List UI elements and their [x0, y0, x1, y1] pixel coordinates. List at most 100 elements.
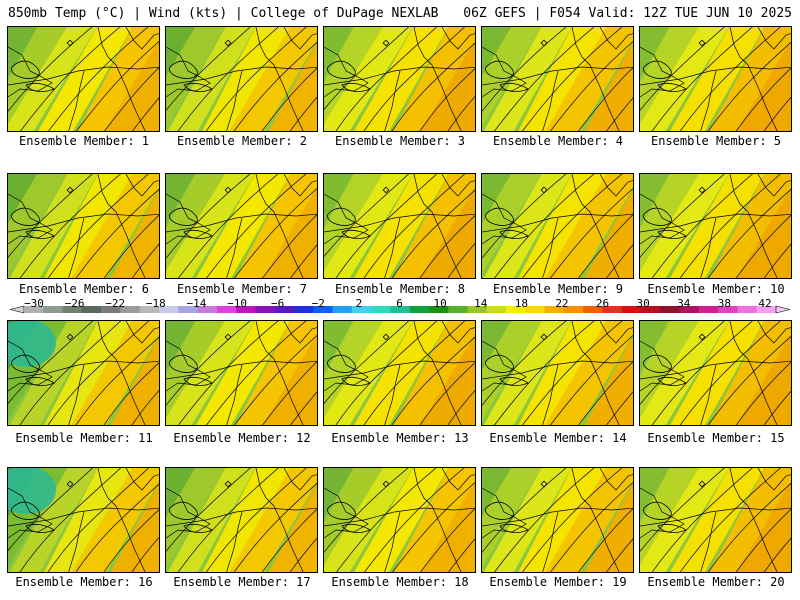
temperature-field — [324, 174, 475, 278]
contour-line — [448, 538, 475, 572]
ensemble-member-label: Ensemble Member: 9 — [492, 282, 624, 296]
contour-line — [233, 482, 317, 572]
station-marker-icon — [224, 480, 232, 488]
colorbar-tick-label: −30 — [24, 297, 44, 310]
ensemble-member-label: Ensemble Member: 18 — [331, 575, 469, 589]
great-lakes-outline — [169, 354, 213, 387]
station-marker-icon — [382, 39, 390, 47]
colorbar-tick-label: 30 — [636, 297, 650, 310]
ensemble-member-label: Ensemble Member: 7 — [176, 282, 308, 296]
great-lakes-outline — [485, 501, 529, 534]
colorbar-tick-label: 6 — [396, 297, 403, 310]
contour-line — [679, 321, 781, 425]
contour-line — [550, 481, 633, 572]
contour-line — [447, 243, 475, 278]
contour-line — [205, 468, 307, 572]
map-border — [324, 213, 475, 233]
station-marker-icon — [224, 39, 232, 47]
ensemble-member-label: Ensemble Member: 10 — [647, 282, 785, 296]
colorbar-segment — [428, 306, 449, 313]
temperature-band — [71, 321, 159, 425]
station-marker-icon — [698, 186, 706, 194]
contour-line — [419, 215, 475, 278]
contour-line — [290, 391, 317, 425]
colorbar-segment — [756, 306, 777, 313]
temperature-band — [518, 321, 607, 425]
contour-line — [206, 321, 307, 425]
map-border — [700, 217, 717, 278]
contour-line — [48, 27, 149, 131]
map-border — [226, 364, 243, 425]
colorbar-tick-label: −14 — [186, 297, 207, 310]
map-border — [324, 360, 475, 380]
ensemble-member-label: Ensemble Member: 8 — [334, 282, 466, 296]
temperature-band — [354, 174, 449, 278]
colorbar-tick-label: 10 — [433, 297, 447, 310]
map-border — [599, 174, 633, 197]
map-border — [8, 46, 53, 98]
map-border — [97, 468, 146, 572]
contour-line — [735, 508, 791, 572]
temperature-band — [545, 174, 633, 278]
colorbar-segment — [120, 306, 140, 313]
map-border — [166, 487, 211, 539]
map-border — [640, 360, 791, 380]
contour-line — [131, 537, 159, 572]
temperature-band — [8, 27, 38, 78]
colorbar-segment — [544, 306, 565, 313]
map-border — [640, 193, 685, 245]
colorbar-segment — [62, 306, 83, 313]
contour-line — [763, 96, 791, 131]
colorbar-tick-label: 14 — [474, 297, 488, 310]
contour-line — [132, 97, 159, 131]
map-border — [729, 321, 778, 425]
temperature-band — [670, 468, 765, 572]
colorbar-tick-label: −18 — [145, 297, 166, 310]
temperature-band — [709, 27, 791, 131]
map-border — [599, 27, 633, 50]
contour-line — [391, 336, 475, 425]
temperature-field — [482, 174, 633, 278]
great-lakes-outline — [485, 354, 529, 387]
colorbar-segment — [178, 306, 198, 313]
contour-line — [335, 27, 438, 131]
map-border — [125, 27, 159, 50]
map-border — [8, 487, 53, 539]
colorbar-segment — [293, 306, 314, 313]
temperature-band — [166, 321, 255, 425]
colorbar-tick-label: 38 — [717, 297, 731, 310]
temperature-band — [670, 27, 765, 131]
ensemble-member-map — [481, 173, 634, 279]
temperature-band — [640, 27, 729, 131]
contour-line — [550, 40, 633, 131]
ensemble-member-label: Ensemble Member: 15 — [647, 431, 785, 445]
temperature-band — [71, 468, 159, 572]
station-marker-icon — [540, 186, 548, 194]
ensemble-member-map — [323, 467, 476, 573]
station-marker-icon — [66, 480, 74, 488]
station-marker-icon — [224, 186, 232, 194]
temperature-field — [324, 468, 475, 572]
map-border — [640, 507, 791, 527]
map-border — [757, 27, 791, 50]
map-border — [729, 468, 778, 572]
contour-line — [447, 390, 475, 425]
station-marker-icon — [224, 333, 232, 341]
colorbar-tick-label: −10 — [227, 297, 247, 310]
map-border — [125, 321, 159, 344]
temperature-band — [670, 321, 765, 425]
contour-line — [735, 214, 791, 278]
temperature-band — [196, 174, 291, 278]
colorbar-segment — [158, 306, 179, 313]
station-marker-icon — [66, 39, 74, 47]
colorbar-segment — [43, 306, 63, 313]
contour-line — [679, 174, 781, 278]
map-border — [482, 360, 633, 380]
temperature-band — [640, 468, 729, 572]
temperature-band — [324, 468, 354, 519]
map-border — [757, 468, 791, 491]
map-border — [324, 193, 369, 245]
contour-line — [205, 27, 307, 131]
colorbar-segment — [313, 306, 333, 313]
ensemble-member-label: Ensemble Member: 4 — [492, 134, 624, 148]
